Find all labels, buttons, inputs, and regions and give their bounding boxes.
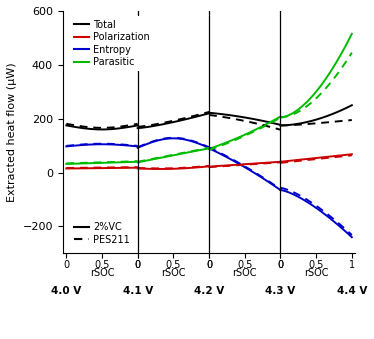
Text: rSOC: rSOC: [233, 268, 257, 278]
Text: 4.3 V: 4.3 V: [265, 286, 295, 296]
Text: 4.4 V: 4.4 V: [337, 286, 367, 296]
Text: 4.1 V: 4.1 V: [123, 286, 153, 296]
Y-axis label: Extracted heat flow (μW): Extracted heat flow (μW): [7, 62, 17, 202]
Text: rSOC: rSOC: [90, 268, 114, 278]
Text: 4.2 V: 4.2 V: [194, 286, 224, 296]
Text: 4.0 V: 4.0 V: [51, 286, 82, 296]
Legend: 2%VC, PES211: 2%VC, PES211: [71, 218, 134, 248]
Text: rSOC: rSOC: [304, 268, 328, 278]
Text: rSOC: rSOC: [161, 268, 186, 278]
